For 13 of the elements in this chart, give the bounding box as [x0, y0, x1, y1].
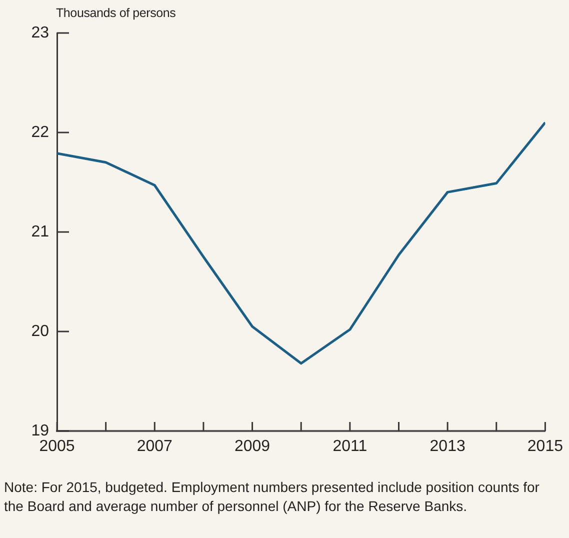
- y-tick-label: 21: [31, 223, 50, 240]
- x-tick-label: 2005: [39, 438, 75, 456]
- y-tick-label: 20: [31, 322, 50, 340]
- x-tick-label: 2009: [234, 438, 270, 456]
- x-tick-label: 2011: [332, 438, 368, 456]
- text: Note: For 2015, budgeted. Employment numbers presented include position counts for the Board and average number of personnel (ANP) for the Reserve Banks.: [4, 478, 540, 516]
- y-tick-label: 19: [31, 422, 50, 440]
- y-tick-label: 22: [31, 124, 50, 141]
- y-axis-title: Thousands of persons: [56, 6, 176, 20]
- x-tick-label: 2013: [430, 438, 466, 456]
- y-tick-label: 23: [31, 24, 50, 42]
- x-tick-label: 2015: [527, 438, 564, 456]
- x-tick-label: 2007: [136, 438, 173, 456]
